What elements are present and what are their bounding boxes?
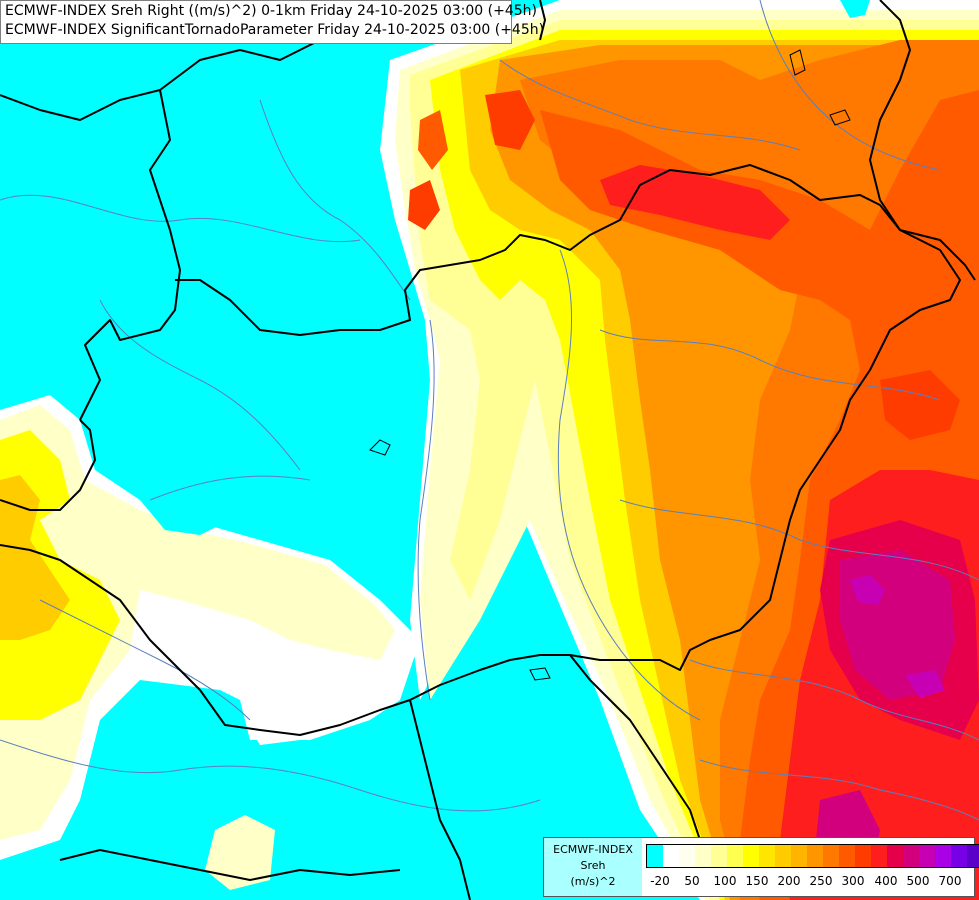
legend-swatch bbox=[759, 845, 775, 867]
color-legend: ECMWF-INDEX Sreh (m/s)^2 -20 50 100 150 200 2… bbox=[543, 837, 979, 897]
legend-swatch bbox=[839, 845, 855, 867]
region-borders bbox=[369, 49, 851, 681]
west-field-hole-white bbox=[248, 680, 325, 745]
legend-swatch bbox=[887, 845, 903, 867]
legend-swatch bbox=[823, 845, 839, 867]
legend-tick-label: 400 bbox=[874, 874, 898, 888]
legend-tick-label: -20 bbox=[650, 874, 670, 888]
legend-tick-label: 500 bbox=[906, 874, 930, 888]
legend-swatch bbox=[951, 845, 967, 867]
legend-swatch bbox=[711, 845, 727, 867]
legend-swatch bbox=[903, 845, 919, 867]
west-field-cream bbox=[0, 405, 395, 840]
south-field-cream bbox=[205, 815, 275, 890]
legend-swatch bbox=[727, 845, 743, 867]
field-level-red-spot-2 bbox=[418, 110, 448, 170]
title-line-1: ECMWF-INDEX Sreh Right ((m/s)^2) 0-1km F… bbox=[5, 3, 537, 19]
title-line-2: ECMWF-INDEX SignificantTornadoParameter … bbox=[5, 22, 545, 38]
legend-swatch bbox=[967, 845, 979, 867]
legend-tick-label: 300 bbox=[841, 874, 865, 888]
field-level-red-spot bbox=[408, 180, 440, 230]
legend-swatch bbox=[919, 845, 935, 867]
legend-unit: (m/s)^2 bbox=[570, 875, 616, 888]
legend-tick-label: 700 bbox=[938, 874, 962, 888]
legend-swatch bbox=[807, 845, 823, 867]
legend-variable: Sreh bbox=[580, 859, 606, 872]
field-level-purple-spot bbox=[850, 575, 885, 605]
legend-swatch bbox=[871, 845, 887, 867]
legend-swatch bbox=[791, 845, 807, 867]
legend-tick-labels: -20 50 100 150 200 250 300 400 500 700 bbox=[646, 874, 970, 892]
legend-model: ECMWF-INDEX bbox=[553, 843, 633, 856]
field-level-red-northwest bbox=[485, 90, 535, 150]
field-level-red-north bbox=[600, 165, 790, 240]
legend-color-bar bbox=[646, 844, 979, 868]
legend-swatch bbox=[663, 845, 679, 867]
legend-tick-label: 250 bbox=[809, 874, 833, 888]
field-level-purple-spot-2 bbox=[905, 670, 945, 698]
legend-tick-label: 100 bbox=[713, 874, 737, 888]
west-field-gold bbox=[0, 475, 70, 640]
legend-swatch bbox=[935, 845, 951, 867]
legend-label-panel: ECMWF-INDEX Sreh (m/s)^2 bbox=[544, 838, 642, 896]
legend-tick-label: 200 bbox=[777, 874, 801, 888]
legend-swatch bbox=[855, 845, 871, 867]
legend-swatch bbox=[679, 845, 695, 867]
west-field-cyan-hole bbox=[140, 490, 230, 535]
legend-swatch bbox=[743, 845, 759, 867]
legend-swatch bbox=[695, 845, 711, 867]
field-level-red-east bbox=[880, 370, 960, 440]
legend-swatch bbox=[775, 845, 791, 867]
legend-tick-label: 50 bbox=[684, 874, 700, 888]
legend-tick-label: 150 bbox=[745, 874, 769, 888]
north-cyan-notch bbox=[840, 0, 870, 18]
river-lines bbox=[0, 0, 979, 821]
legend-swatch bbox=[647, 845, 663, 867]
title-box: ECMWF-INDEX Sreh Right ((m/s)^2) 0-1km F… bbox=[0, 0, 545, 44]
